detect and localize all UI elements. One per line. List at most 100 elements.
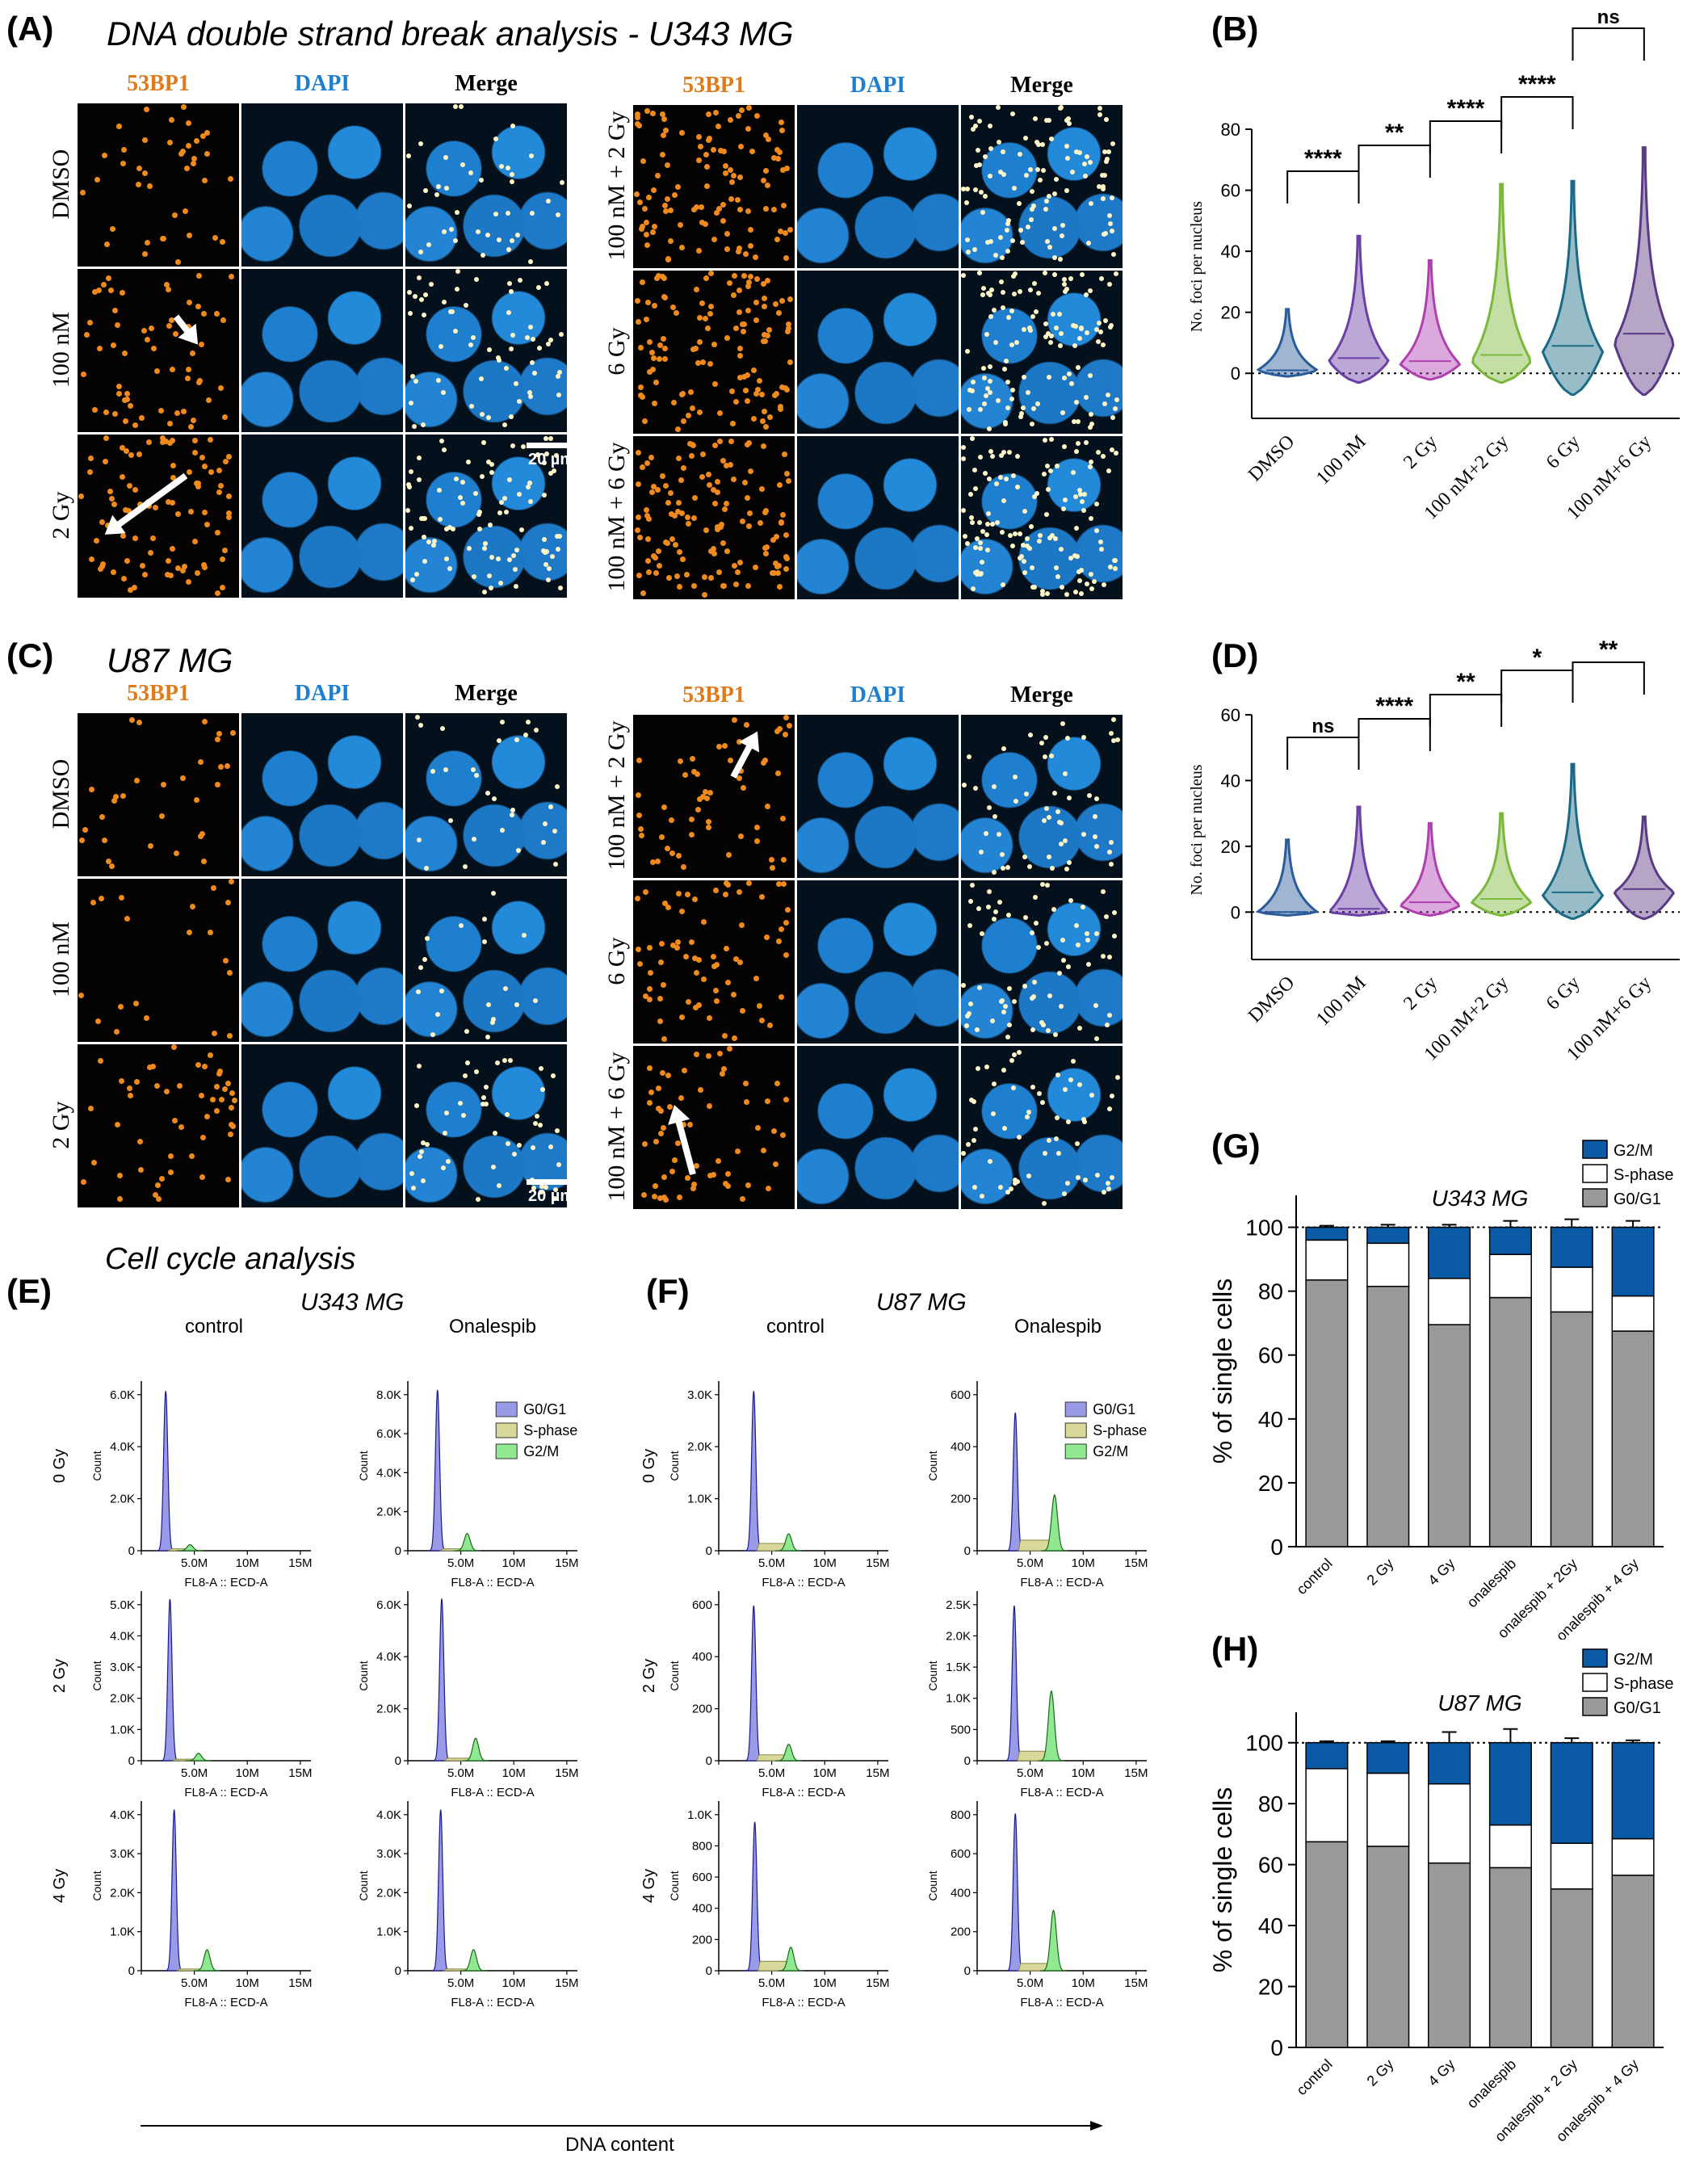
focus-dot	[643, 889, 648, 895]
merge-focus-dot	[518, 278, 522, 283]
merge-focus-dot	[1101, 954, 1106, 959]
merge-focus-dot	[544, 281, 549, 286]
merge-focus-dot	[1101, 187, 1106, 191]
merge-focus-dot	[979, 190, 984, 195]
focus-dot	[775, 771, 781, 776]
bar-segment-s-phase	[1366, 1772, 1410, 1847]
focus-dot	[122, 397, 128, 403]
x-axis-label: FL8-A :: ECD-A	[1020, 1996, 1103, 2009]
merge-focus-dot	[514, 548, 519, 552]
focus-dot	[757, 520, 763, 526]
merge-focus-dot	[1108, 221, 1113, 226]
merge-focus-dot	[1002, 1126, 1007, 1131]
merge-focus-dot	[418, 1154, 422, 1159]
focus-dot	[210, 1097, 216, 1102]
focus-dot	[82, 827, 88, 833]
focus-dot	[679, 130, 685, 136]
focus-dot	[660, 473, 665, 479]
merge-focus-dot	[1064, 867, 1069, 871]
focus-dot	[642, 1141, 648, 1147]
merge-focus-dot	[984, 532, 989, 537]
g0g1-peak	[160, 1598, 180, 1762]
panel-letter-h: (H)	[1211, 1630, 1259, 1668]
bar-segment-g2m	[1550, 1226, 1593, 1268]
merge-focus-dot	[965, 237, 970, 242]
merge-focus-dot	[1063, 771, 1068, 776]
focus-dot	[662, 356, 668, 362]
focus-dot	[691, 769, 697, 775]
focus-dot	[716, 744, 722, 750]
merge-focus-dot	[1032, 585, 1037, 590]
merge-focus-dot	[988, 379, 992, 384]
merge-focus-dot	[1052, 255, 1057, 260]
focus-dot	[691, 1182, 697, 1187]
merge-focus-dot	[1062, 376, 1067, 380]
micrograph-merge	[405, 879, 567, 1042]
x-tick-label: 100 nM	[1312, 431, 1370, 489]
focus-dot	[732, 563, 737, 569]
y-tick-label: 1.0K	[110, 1925, 135, 1939]
bar-segment-g0g1	[1488, 1296, 1532, 1547]
merge-focus-dot	[1064, 592, 1069, 597]
merge-focus-dot	[1005, 221, 1010, 226]
merge-focus-dot	[1047, 375, 1051, 380]
merge-focus-dot	[1089, 572, 1093, 577]
merge-focus-dot	[522, 933, 527, 938]
focus-dot	[204, 1114, 210, 1119]
focus-dot	[123, 507, 128, 513]
significance-bracket	[1358, 145, 1431, 178]
merge-focus-dot	[1101, 889, 1106, 894]
merge-focus-dot	[990, 522, 995, 527]
merge-focus-dot	[1089, 412, 1093, 417]
merge-focus-dot	[1054, 325, 1059, 330]
y-axis-label: % of single cells	[1208, 1279, 1237, 1463]
focus-dot	[720, 202, 726, 208]
x-tick-label: 5.0M	[181, 1556, 208, 1570]
focus-dot	[225, 900, 231, 905]
focus-dot	[753, 300, 759, 305]
merge-focus-dot	[1034, 140, 1039, 145]
micrograph-dapi	[797, 271, 959, 434]
focus-dot	[159, 813, 165, 819]
column-header-dapi: DAPI	[850, 73, 906, 98]
focus-dot	[170, 438, 175, 443]
merge-focus-dot	[987, 889, 992, 894]
focus-dot	[652, 224, 657, 229]
focus-dot	[728, 167, 733, 173]
focus-dot	[666, 575, 672, 581]
merge-focus-dot	[1077, 578, 1082, 583]
focus-dot	[767, 414, 773, 420]
micrograph-foci	[633, 880, 795, 1044]
merge-focus-dot	[530, 211, 535, 216]
focus-dot	[111, 502, 117, 507]
focus-dot	[109, 496, 115, 502]
merge-focus-dot	[1041, 1023, 1046, 1027]
column-header-53bp1: 53BP1	[682, 73, 745, 98]
focus-dot	[181, 104, 187, 110]
merge-focus-dot	[1101, 196, 1106, 201]
focus-dot	[773, 301, 778, 307]
merge-focus-dot	[1068, 276, 1073, 281]
merge-focus-dot	[1079, 568, 1084, 573]
bar-segment-s-phase	[1550, 1842, 1593, 1890]
merge-focus-dot	[443, 1131, 447, 1136]
merge-focus-dot	[1076, 943, 1081, 947]
merge-focus-dot	[961, 456, 966, 461]
merge-focus-dot	[499, 164, 504, 169]
merge-focus-dot	[472, 837, 476, 842]
focus-dot	[199, 455, 205, 460]
focus-dot	[225, 763, 230, 769]
merge-focus-dot	[463, 1073, 468, 1078]
x-tick-label: 2 Gy	[1364, 2056, 1397, 2089]
merge-focus-dot	[1023, 915, 1028, 920]
merge-focus-dot	[443, 155, 448, 160]
focus-dot	[716, 124, 721, 129]
focus-dot	[753, 565, 758, 570]
focus-dot	[661, 804, 667, 810]
merge-focus-dot	[1021, 405, 1026, 410]
x-tick-label: 5.0M	[1017, 1976, 1043, 1990]
column-label: control	[185, 1316, 243, 1337]
merge-focus-dot	[1041, 168, 1046, 173]
merge-focus-dot	[514, 381, 518, 386]
violin-4	[1541, 762, 1605, 920]
